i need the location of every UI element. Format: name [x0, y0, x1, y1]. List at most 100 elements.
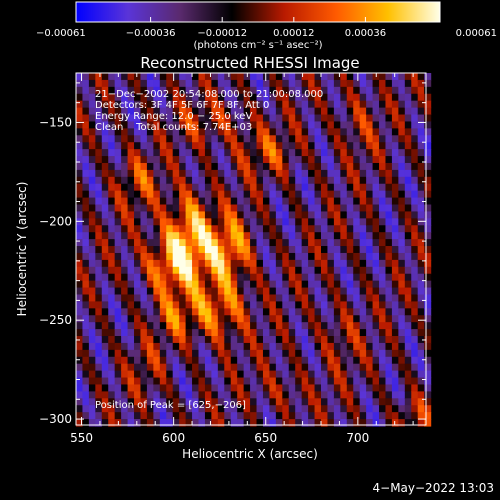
heatmap-cell	[95, 419, 103, 427]
heatmap-cell	[243, 412, 251, 420]
heatmap-cell	[269, 342, 277, 351]
heatmap-cell	[366, 349, 374, 358]
heatmap-cell	[275, 398, 283, 406]
heatmap-cell	[127, 329, 135, 337]
heatmap-cell	[411, 336, 419, 344]
heatmap-cell	[179, 294, 187, 302]
heatmap-cell	[424, 384, 432, 392]
heatmap-cell	[346, 239, 354, 247]
heatmap-cell	[314, 162, 322, 171]
heatmap-cell	[114, 377, 122, 386]
heatmap-cell	[385, 225, 393, 233]
heatmap-cell	[230, 121, 238, 129]
heatmap-cell	[262, 218, 271, 226]
heatmap-cell	[295, 114, 303, 123]
heatmap-cell	[398, 183, 406, 192]
heatmap-cell	[217, 273, 225, 282]
heatmap-cell	[224, 121, 232, 129]
heatmap-cell	[391, 225, 399, 233]
heatmap-cell	[391, 391, 399, 399]
heatmap-cell	[185, 114, 193, 123]
heatmap-cell	[282, 100, 290, 109]
heatmap-cell	[166, 322, 174, 330]
heatmap-cell	[114, 266, 122, 275]
heatmap-cell	[243, 162, 251, 171]
heatmap-cell	[327, 356, 335, 365]
heatmap-cell	[114, 93, 122, 102]
heatmap-cell	[159, 287, 167, 296]
heatmap-cell	[243, 135, 251, 143]
heatmap-cell	[314, 349, 322, 358]
heatmap-cell	[379, 211, 387, 219]
heatmap-cell	[127, 384, 135, 392]
heatmap-cell	[134, 135, 142, 143]
heatmap-cell	[172, 107, 180, 116]
heatmap-cell	[275, 156, 283, 164]
heatmap-cell	[366, 211, 374, 219]
heatmap-cell	[404, 79, 412, 88]
heatmap-cell	[159, 308, 167, 316]
heatmap-cell	[404, 419, 412, 427]
heatmap-cell	[243, 239, 251, 247]
heatmap-cell	[340, 315, 348, 323]
heatmap-cell	[301, 419, 309, 427]
heatmap-cell	[224, 329, 232, 337]
heatmap-cell	[127, 259, 135, 268]
heatmap-cell	[391, 329, 399, 337]
heatmap-cell	[243, 93, 251, 102]
heatmap-cell	[108, 266, 116, 275]
heatmap-cell	[88, 218, 96, 226]
heatmap-cell	[256, 197, 264, 206]
heatmap-cell	[179, 301, 187, 309]
heatmap-cell	[76, 86, 84, 95]
heatmap-cell	[76, 135, 84, 143]
heatmap-cell	[256, 93, 264, 102]
heatmap-cell	[256, 356, 264, 365]
heatmap-cell	[108, 246, 116, 254]
heatmap-cell	[346, 329, 354, 337]
heatmap-cell	[192, 190, 200, 199]
heatmap-cell	[417, 336, 425, 344]
heatmap-cell	[121, 156, 129, 164]
heatmap-cell	[404, 266, 412, 275]
heatmap-cell	[198, 349, 206, 358]
heatmap-cell	[314, 273, 322, 282]
heatmap-cell	[146, 315, 154, 323]
heatmap-cell	[224, 100, 232, 109]
heatmap-cell	[179, 246, 187, 254]
heatmap-cell	[179, 412, 187, 420]
heatmap-cell	[140, 384, 148, 392]
heatmap-cell	[346, 211, 354, 219]
heatmap-cell	[262, 86, 271, 95]
heatmap-cell	[282, 239, 290, 247]
heatmap-cell	[314, 142, 322, 150]
heatmap-cell	[82, 73, 90, 81]
heatmap-cell	[224, 135, 232, 143]
heatmap-cell	[108, 107, 116, 116]
heatmap-cell	[95, 287, 103, 296]
heatmap-cell	[314, 93, 322, 102]
heatmap-cell	[333, 232, 341, 240]
heatmap-cell	[411, 121, 419, 129]
heatmap-cell	[288, 342, 296, 351]
heatmap-cell	[359, 377, 367, 386]
heatmap-cell	[308, 176, 316, 185]
heatmap-cell	[340, 162, 348, 171]
heatmap-cell	[217, 218, 225, 226]
heatmap-cell	[308, 308, 316, 316]
heatmap-cell	[379, 156, 387, 164]
heatmap-cell	[179, 197, 187, 206]
heatmap-cell	[127, 156, 135, 164]
heatmap-cell	[314, 135, 322, 143]
heatmap-cell	[224, 176, 232, 185]
heatmap-cell	[404, 363, 412, 372]
heatmap-cell	[179, 86, 187, 95]
heatmap-cell	[256, 246, 264, 254]
heatmap-cell	[204, 287, 212, 296]
heatmap-cell	[166, 135, 174, 143]
heatmap-cell	[172, 356, 180, 365]
heatmap-cell	[295, 176, 303, 185]
heatmap-cell	[179, 287, 187, 296]
heatmap-cell	[172, 121, 180, 129]
heatmap-cell	[288, 419, 296, 427]
